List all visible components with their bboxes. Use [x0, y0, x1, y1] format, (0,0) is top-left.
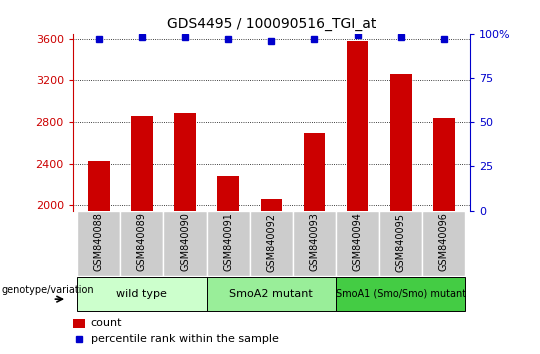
Text: GSM840092: GSM840092	[266, 213, 276, 272]
Bar	[218, 176, 239, 211]
Bar	[174, 113, 196, 211]
Text: GSM840095: GSM840095	[396, 213, 406, 272]
Bar	[293, 211, 336, 276]
Text: GSM840089: GSM840089	[137, 213, 147, 272]
Bar	[77, 211, 120, 276]
Bar	[347, 41, 368, 211]
Bar	[207, 211, 250, 276]
Text: GSM840090: GSM840090	[180, 213, 190, 272]
Bar	[336, 211, 379, 276]
Text: GSM840094: GSM840094	[353, 213, 363, 272]
Text: GSM840093: GSM840093	[309, 213, 320, 272]
Text: percentile rank within the sample: percentile rank within the sample	[91, 333, 279, 343]
Bar	[390, 74, 411, 211]
Bar	[88, 161, 110, 211]
Bar	[131, 116, 153, 211]
Bar	[164, 211, 207, 276]
Bar	[433, 118, 455, 211]
Text: count: count	[91, 318, 122, 328]
Text: SmoA1 (Smo/Smo) mutant: SmoA1 (Smo/Smo) mutant	[336, 289, 466, 299]
Text: GSM840096: GSM840096	[439, 213, 449, 272]
Bar	[261, 199, 282, 211]
Bar	[207, 277, 336, 311]
Bar	[77, 277, 207, 311]
Bar	[303, 132, 325, 211]
Text: genotype/variation: genotype/variation	[2, 285, 94, 295]
Bar	[73, 319, 85, 328]
Bar	[250, 211, 293, 276]
Bar	[120, 211, 164, 276]
Text: wild type: wild type	[117, 289, 167, 299]
Title: GDS4495 / 100090516_TGI_at: GDS4495 / 100090516_TGI_at	[167, 17, 376, 31]
Bar	[422, 211, 465, 276]
Text: GSM840088: GSM840088	[94, 213, 104, 272]
Text: SmoA2 mutant: SmoA2 mutant	[230, 289, 313, 299]
Bar	[336, 277, 465, 311]
Text: GSM840091: GSM840091	[223, 213, 233, 272]
Bar	[379, 211, 422, 276]
